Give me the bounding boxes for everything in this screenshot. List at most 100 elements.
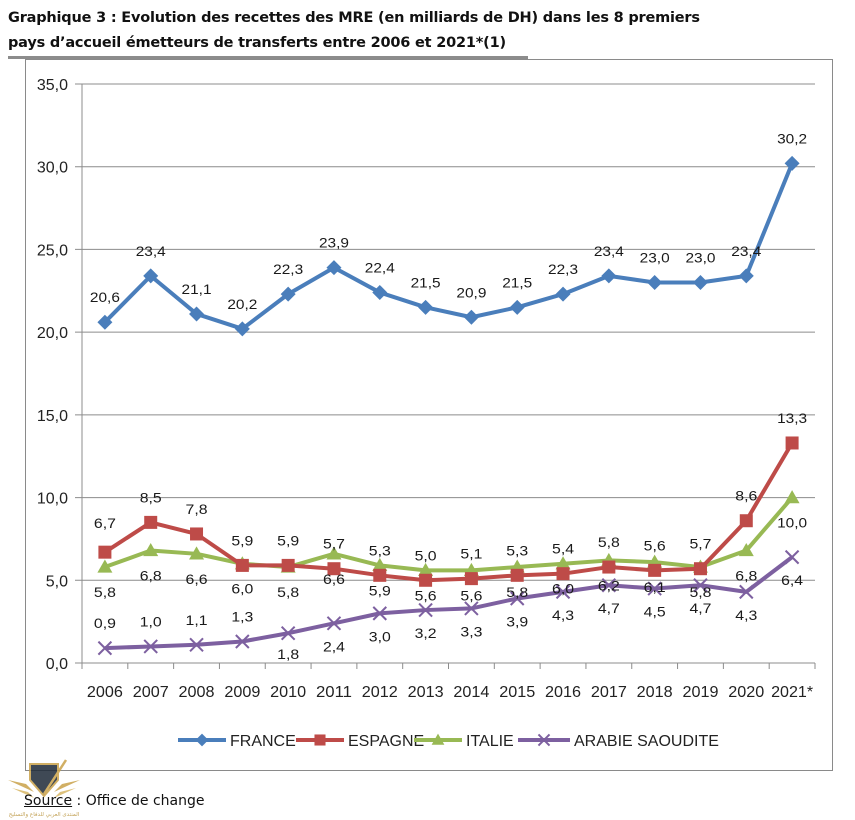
x-tick-label: 2021*: [771, 684, 813, 701]
series-espagne: [98, 436, 799, 587]
data-label: 5,6: [415, 587, 437, 603]
data-label: 22,3: [273, 261, 303, 277]
data-label: 5,9: [369, 582, 391, 598]
square-marker: [556, 567, 570, 581]
data-label: 6,6: [323, 571, 345, 587]
series-line: [103, 441, 794, 583]
data-label: 6,6: [186, 571, 208, 587]
data-label: 30,2: [777, 130, 807, 146]
data-label: 13,3: [777, 410, 807, 426]
legend-label: ARABIE SAOUDITE: [574, 733, 719, 750]
y-tick-label: 35,0: [37, 77, 68, 94]
forum-emblem-logo: المنتدى العربي للدفاع والتسليح: [8, 759, 80, 818]
diamond-marker: [234, 321, 250, 337]
x-marker: [555, 584, 571, 600]
data-label: 6,8: [735, 568, 757, 584]
data-label: 6,8: [140, 568, 162, 584]
diamond-marker: [738, 268, 754, 284]
line-chart: 0,05,010,015,020,025,030,035,0 2006 2007 2…: [37, 77, 816, 750]
data-label: 5,3: [369, 542, 391, 558]
data-label: 22,4: [365, 259, 395, 275]
data-label: 23,4: [594, 243, 624, 259]
square-marker: [648, 563, 662, 577]
triangle-marker: [372, 557, 388, 572]
x-marker: [189, 637, 204, 653]
x-marker-stroke: [235, 634, 250, 649]
legend-label: ITALIE: [466, 733, 514, 750]
data-label: 8,6: [735, 488, 757, 504]
data-label: 23,4: [136, 243, 166, 259]
diamond-marker: [647, 275, 663, 291]
y-tick-label: 5,0: [46, 573, 68, 590]
data-label: 8,5: [140, 489, 162, 505]
x-marker-stroke: [97, 640, 113, 656]
data-label: 5,3: [506, 542, 528, 558]
diamond-marker: [692, 275, 708, 291]
square-marker: [314, 734, 326, 746]
data-label: 5,9: [231, 532, 253, 548]
x-marker: [693, 578, 708, 593]
data-label: 5,6: [460, 587, 482, 603]
diamond-marker: [601, 268, 617, 284]
data-labels: 20,6 23,4 21,1 20,2 22,3 23,9 22,4 21,5 20,9 21,5…: [90, 130, 807, 662]
data-label: 2,4: [323, 638, 345, 654]
data-label: 20,2: [227, 296, 257, 312]
data-label: 5,8: [506, 584, 528, 600]
data-label: 6,0: [231, 581, 253, 597]
x-marker: [601, 578, 617, 593]
square-marker: [98, 545, 112, 559]
diamond-marker: [326, 260, 342, 276]
x-tick-label: 2016: [545, 684, 581, 701]
data-label: 4,5: [644, 604, 666, 620]
x-marker-stroke: [510, 591, 525, 606]
data-label: 23,4: [731, 243, 761, 259]
triangle-marker: [555, 556, 571, 570]
series-group: [97, 155, 800, 656]
chart-frame: [25, 59, 833, 771]
x-marker-stroke: [647, 581, 662, 596]
triangle-marker: [418, 562, 434, 576]
square-marker: [327, 562, 341, 576]
series-arabie-saoudite: [97, 549, 800, 656]
y-tick-label: 15,0: [37, 408, 68, 425]
diamond-marker: [280, 286, 296, 302]
data-label: 3,0: [369, 628, 391, 644]
x-marker: [235, 634, 250, 649]
x-tick-label: 2018: [637, 684, 673, 701]
legend-item-france: FRANCE: [178, 733, 296, 750]
square-marker: [144, 515, 158, 529]
x-marker: [143, 639, 158, 654]
x-tick-label: 2014: [453, 684, 489, 701]
legend-label: ESPAGNE: [348, 733, 424, 750]
x-tick-label: 2017: [591, 684, 627, 701]
source-text: Office de change: [85, 793, 205, 809]
data-label: 23,9: [319, 235, 349, 251]
data-label: 5,4: [552, 541, 574, 557]
title-underline: [8, 56, 528, 59]
x-marker-stroke: [601, 578, 617, 593]
data-label: 5,8: [277, 584, 299, 600]
x-marker-stroke: [326, 616, 342, 631]
diamond-marker: [784, 155, 800, 171]
x-tick-label: 2012: [362, 684, 398, 701]
legend-label: FRANCE: [230, 733, 296, 750]
x-marker-stroke: [143, 639, 158, 654]
x-marker-stroke: [555, 584, 571, 600]
diamond-marker: [97, 314, 113, 330]
x-marker-stroke: [372, 606, 387, 621]
x-marker-stroke: [739, 584, 754, 600]
chart-title-line-1: Graphique 3 : Evolution des recettes des…: [8, 10, 700, 26]
data-label: 5,7: [689, 536, 711, 552]
data-label: 7,8: [186, 501, 208, 517]
x-tick-label: 2011: [316, 684, 352, 701]
triangle-marker: [326, 546, 342, 560]
data-label: 1,3: [231, 608, 253, 624]
triangle-marker: [738, 543, 754, 557]
source-label: Source: [24, 793, 73, 809]
diamond-marker: [418, 299, 434, 315]
triangle-marker: [189, 546, 205, 560]
x-tick-label: 2015: [499, 684, 535, 701]
triangle-marker: [431, 733, 445, 745]
square-marker: [739, 514, 753, 528]
data-label: 4,7: [598, 600, 620, 616]
